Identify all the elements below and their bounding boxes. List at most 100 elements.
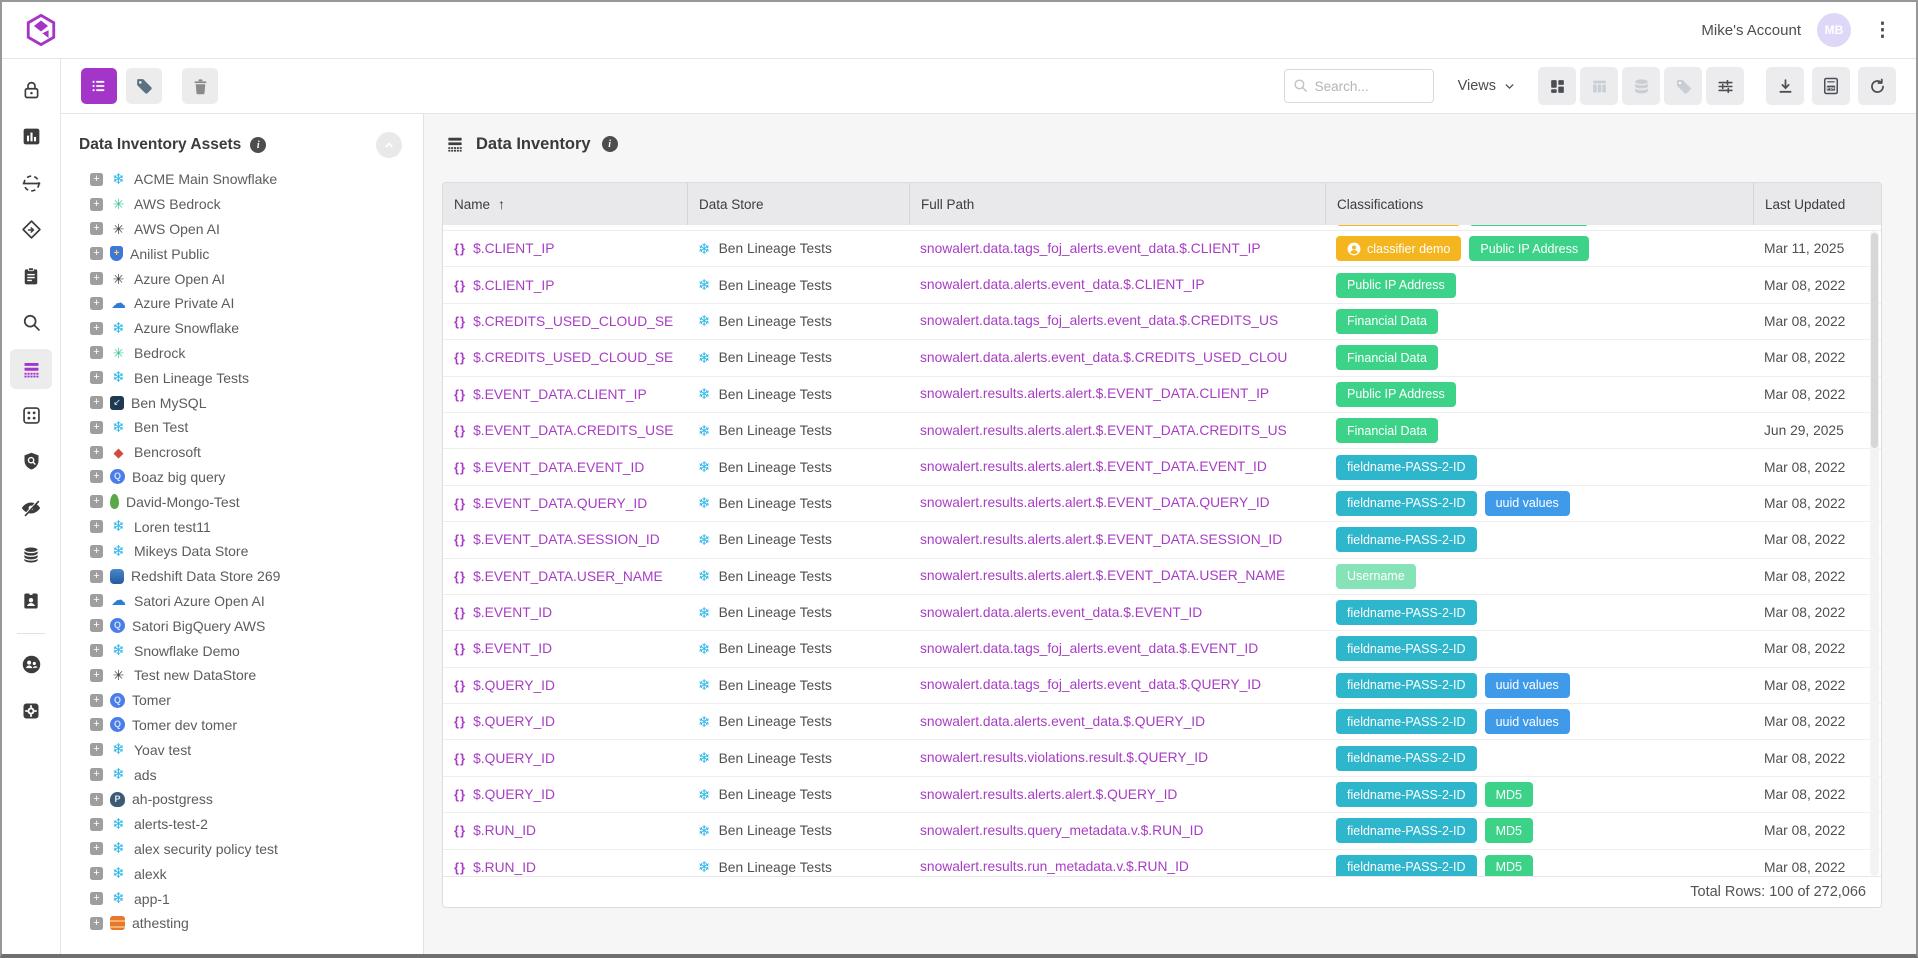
rail-item-search[interactable] [10, 300, 52, 347]
name-cell[interactable]: {} $.QUERY_ID [443, 751, 687, 766]
table-row[interactable]: {} $.EVENT_DATA.EVENT_ID ❄ Ben Lineage T… [443, 449, 1881, 485]
expand-plus-icon[interactable]: + [90, 520, 103, 533]
classification-chip[interactable]: classifier demo [1336, 225, 1461, 226]
full-path-link[interactable]: snowalert.results.query_metadata.v.$.RUN… [920, 823, 1203, 838]
field-name-link[interactable]: $.RUN_ID [473, 860, 536, 875]
classification-chip[interactable]: fieldname-PASS-2-ID [1336, 527, 1477, 552]
classification-chip[interactable]: fieldname-PASS-2-ID [1336, 709, 1477, 734]
expand-plus-icon[interactable]: + [90, 867, 103, 880]
expand-plus-icon[interactable]: + [90, 570, 103, 583]
name-cell[interactable]: {} $.EVENT_ID [443, 605, 687, 620]
rail-item-directions[interactable] [10, 207, 52, 254]
collapse-panel-button[interactable] [376, 132, 402, 158]
expand-plus-icon[interactable]: + [90, 594, 103, 607]
field-name-link[interactable]: $.QUERY_ID [473, 678, 555, 693]
table-row[interactable]: {} $.EVENT_DATA.SESSION_ID ❄ Ben Lineage… [443, 522, 1881, 558]
expand-plus-icon[interactable]: + [90, 198, 103, 211]
name-cell[interactable]: {} $.EVENT_DATA.QUERY_ID [443, 496, 687, 511]
expand-plus-icon[interactable]: + [90, 768, 103, 781]
full-path-link[interactable]: snowalert.results.alerts.alert.$.QUERY_I… [920, 787, 1177, 802]
rail-item-clipboard[interactable] [10, 253, 52, 300]
field-name-link[interactable]: $.EVENT_ID [473, 641, 552, 656]
expand-plus-icon[interactable]: + [90, 545, 103, 558]
table-row[interactable]: {} $.EVENT_DATA.QUERY_ID ❄ Ben Lineage T… [443, 486, 1881, 522]
datastore-tree-item[interactable]: + Azure Private AI [90, 291, 423, 316]
datastore-tree-item[interactable]: + Bedrock [90, 341, 423, 366]
rail-item-shield-search[interactable] [10, 439, 52, 486]
full-path-link[interactable]: snowalert.results.alerts.alert.$.EVENT_D… [920, 495, 1270, 510]
field-name-link[interactable]: $.CLIENT_IP [473, 241, 554, 256]
name-cell[interactable]: {} $.EVENT_DATA.SESSION_ID [443, 532, 687, 547]
classification-chip[interactable]: classifier demo [1336, 236, 1461, 261]
tags-view-button[interactable] [1664, 67, 1702, 105]
field-name-link[interactable]: $.QUERY_ID [473, 751, 555, 766]
expand-plus-icon[interactable]: + [90, 495, 103, 508]
expand-plus-icon[interactable]: + [90, 396, 103, 409]
full-path-link[interactable]: snowalert.data.tags_foj_alerts.event_dat… [920, 677, 1261, 692]
field-name-link[interactable]: $.QUERY_ID [473, 714, 555, 729]
table-row[interactable]: {} $.RUN_ID ❄ Ben Lineage Tests snowaler… [443, 850, 1881, 876]
classification-chip[interactable]: uuid values [1485, 709, 1570, 734]
datastore-tree-item[interactable]: + Ben MySQL [90, 390, 423, 415]
column-header-classifications[interactable]: Classifications [1325, 183, 1753, 225]
table-row[interactable]: {} $.EVENT_ID ❄ Ben Lineage Tests snowal… [443, 595, 1881, 631]
table-row[interactable]: {} $.CREDITS_USED_CLOUD_SE ❄ Ben Lineage… [443, 304, 1881, 340]
classification-chip[interactable]: fieldname-PASS-2-ID [1336, 855, 1477, 876]
name-cell[interactable]: {} $.CREDITS_USED_CLOUD_SE [443, 350, 687, 365]
name-cell[interactable]: {} $.QUERY_ID [443, 787, 687, 802]
rail-item-settings[interactable] [10, 688, 52, 735]
rail-item-datastores[interactable] [10, 532, 52, 579]
expand-plus-icon[interactable]: + [90, 421, 103, 434]
datastore-tree-item[interactable]: + Ben Test [90, 415, 423, 440]
field-name-link[interactable]: $.EVENT_DATA.QUERY_ID [473, 496, 647, 511]
classification-chip[interactable]: uuid values [1485, 491, 1570, 516]
account-name[interactable]: Mike's Account [1701, 22, 1801, 39]
export-pdf-button[interactable]: PDF [1812, 67, 1850, 105]
datastore-tree-item[interactable]: + Tomer [90, 688, 423, 713]
full-path-link[interactable]: snowalert.results.alerts.alert.$.EVENT_D… [920, 423, 1287, 438]
avatar[interactable]: MB [1817, 13, 1851, 47]
table-scrollbar[interactable] [1870, 231, 1879, 876]
table-row[interactable]: {} $.RUN_ID ❄ Ben Lineage Tests snowaler… [443, 813, 1881, 849]
name-cell[interactable]: {} $.CLIENT_IP [443, 278, 687, 293]
rail-item-masking[interactable] [10, 485, 52, 532]
full-path-link[interactable]: snowalert.data.alerts.event_data.$.EVENT… [920, 605, 1202, 620]
classification-chip[interactable]: fieldname-PASS-2-ID [1336, 746, 1477, 771]
expand-plus-icon[interactable]: + [90, 222, 103, 235]
full-path-link[interactable]: snowalert.results.alerts.alert.$.EVENT_D… [920, 532, 1282, 547]
expand-plus-icon[interactable]: + [90, 694, 103, 707]
delete-button[interactable] [182, 68, 218, 104]
expand-plus-icon[interactable]: + [90, 718, 103, 731]
name-cell[interactable]: {} $.RUN_ID [443, 823, 687, 838]
full-path-link[interactable]: snowalert.data.tags_foj_alerts.event_dat… [920, 241, 1261, 256]
field-name-link[interactable]: $.CLIENT_IP [473, 278, 554, 293]
datastore-tree-item[interactable]: + ah-postgress [90, 787, 423, 812]
name-cell[interactable]: {} $.EVENT_DATA.CLIENT_IP [443, 387, 687, 402]
expand-plus-icon[interactable]: + [90, 346, 103, 359]
rail-item-scan[interactable] [10, 160, 52, 207]
datastore-tree-item[interactable]: + Satori Azure Open AI [90, 589, 423, 614]
expand-plus-icon[interactable]: + [90, 818, 103, 831]
datastore-tree-item[interactable]: + alex security policy test [90, 837, 423, 862]
expand-plus-icon[interactable]: + [90, 173, 103, 186]
classification-chip[interactable]: Financial Data [1336, 309, 1438, 334]
kebab-menu-icon[interactable]: ⋮ [1867, 17, 1898, 44]
full-path-link[interactable]: snowalert.data.tags_foj_alerts.event_dat… [920, 313, 1278, 328]
full-path-link[interactable]: snowalert.data.alerts.event_data.$.QUERY… [920, 714, 1205, 729]
name-cell[interactable]: {} $.EVENT_DATA.USER_NAME [443, 569, 687, 584]
expand-plus-icon[interactable]: + [90, 247, 103, 260]
dashboard-view-button[interactable] [1538, 67, 1576, 105]
datastore-tree-item[interactable]: + AWS Bedrock [90, 192, 423, 217]
expand-plus-icon[interactable]: + [90, 272, 103, 285]
classification-chip[interactable]: MD5 [1485, 818, 1533, 843]
field-name-link[interactable]: $.EVENT_DATA.SESSION_ID [473, 532, 660, 547]
views-dropdown[interactable]: Views [1458, 78, 1516, 94]
field-name-link[interactable]: $.CREDITS_USED_CLOUD_SE [473, 350, 673, 365]
datastore-tree-item[interactable]: + app-1 [90, 886, 423, 911]
table-row[interactable]: {} $.QUERY_ID ❄ Ben Lineage Tests snowal… [443, 740, 1881, 776]
tag-button[interactable] [126, 68, 162, 104]
full-path-link[interactable]: snowalert.results.alerts.alert.$.EVENT_D… [920, 459, 1267, 474]
name-cell[interactable]: {} $.QUERY_ID [443, 714, 687, 729]
expand-plus-icon[interactable]: + [90, 446, 103, 459]
expand-plus-icon[interactable]: + [90, 892, 103, 905]
